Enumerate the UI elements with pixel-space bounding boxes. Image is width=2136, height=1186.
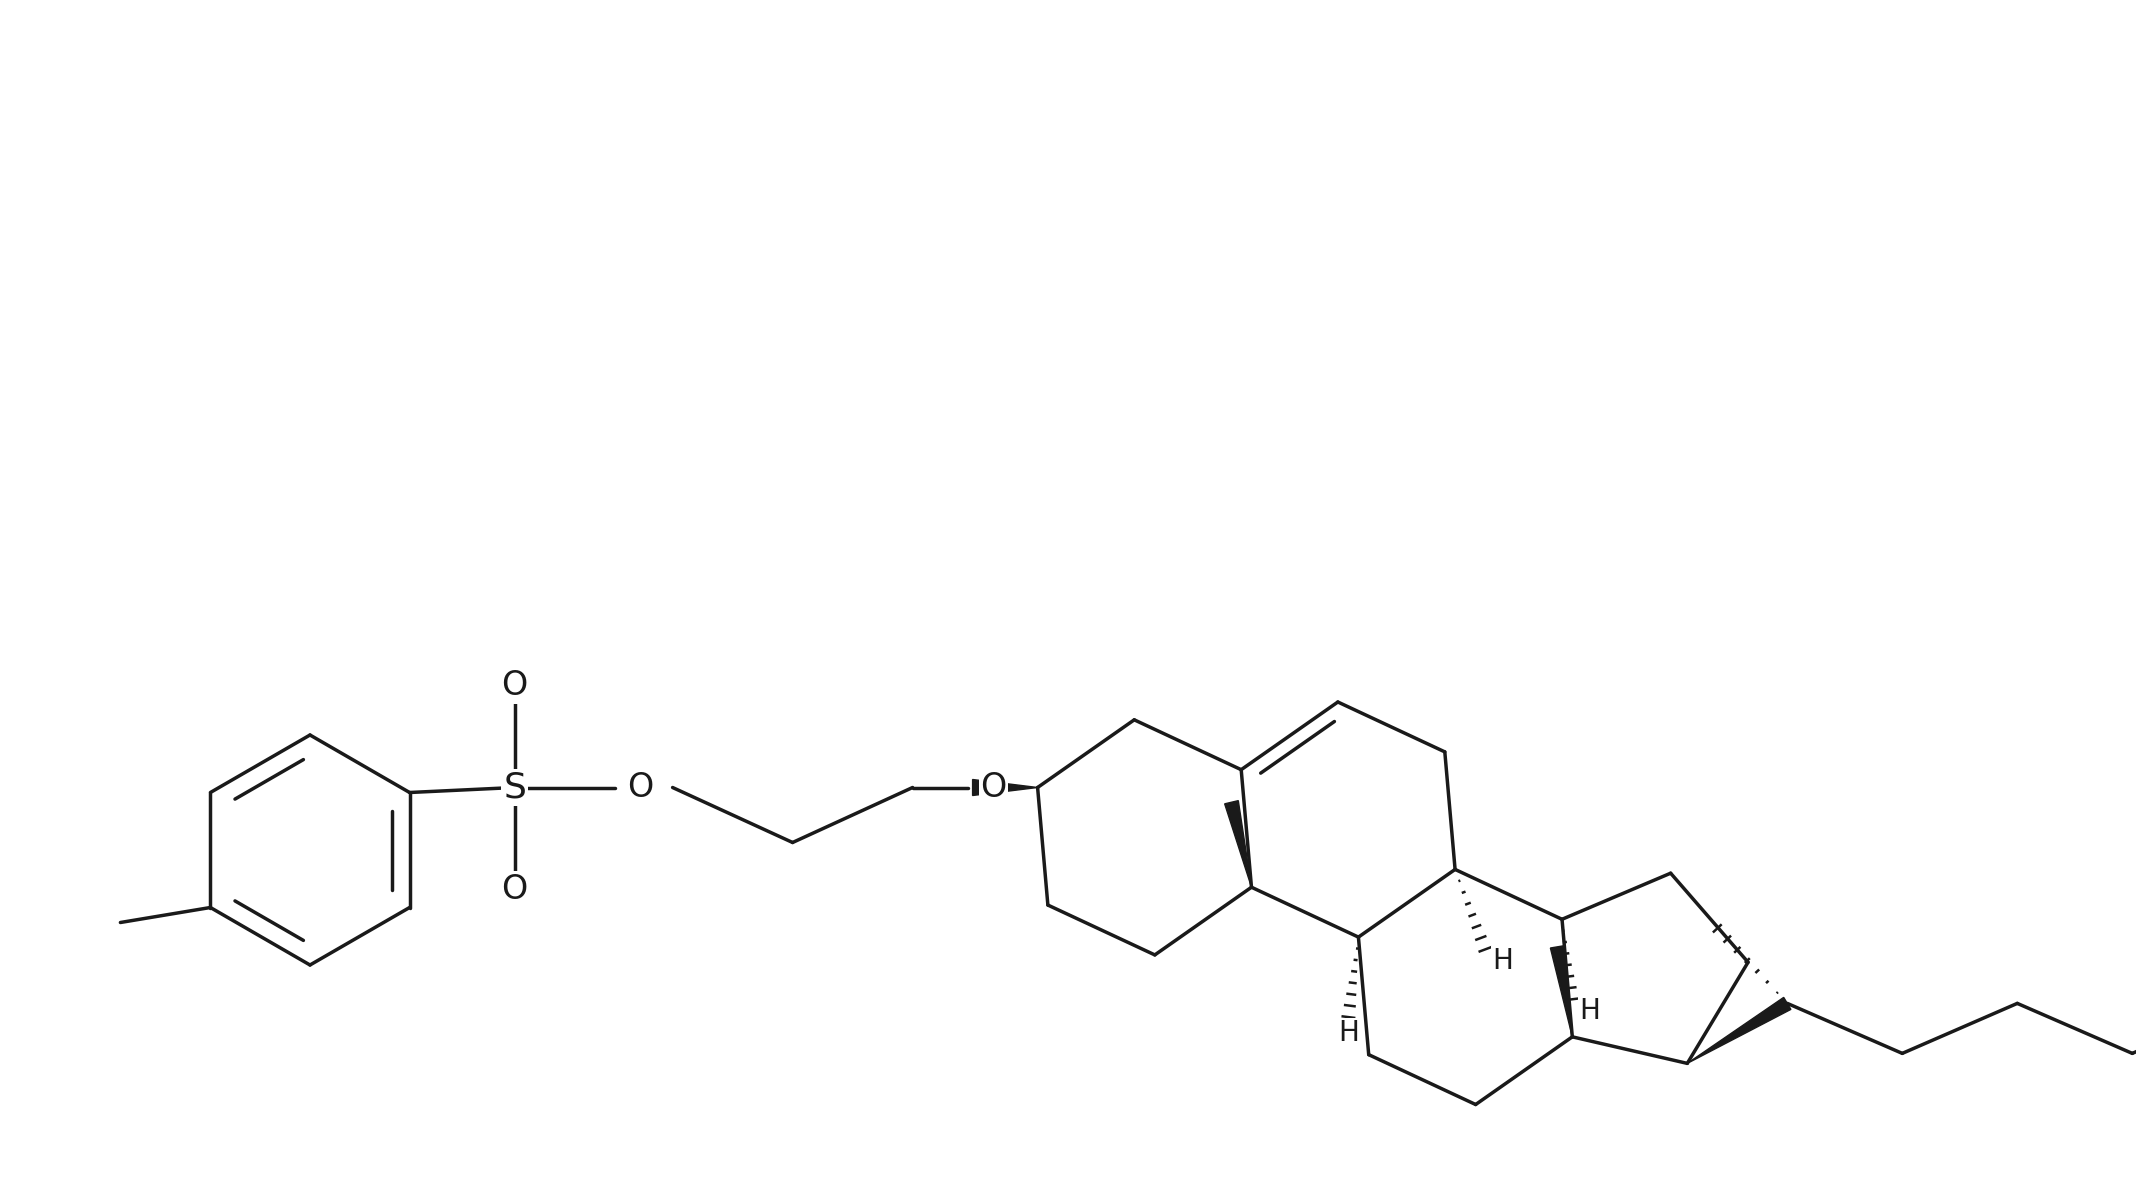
- Text: H: H: [1337, 1019, 1358, 1047]
- Text: O: O: [502, 669, 528, 702]
- Polygon shape: [1551, 945, 1572, 1037]
- Text: O: O: [628, 771, 654, 804]
- Text: O: O: [980, 771, 1006, 804]
- Text: H: H: [1493, 948, 1514, 975]
- Polygon shape: [1224, 801, 1252, 887]
- Polygon shape: [1687, 997, 1790, 1064]
- Text: H: H: [1581, 997, 1600, 1025]
- Polygon shape: [972, 779, 1038, 796]
- Text: O: O: [502, 873, 528, 906]
- Text: S: S: [504, 771, 525, 804]
